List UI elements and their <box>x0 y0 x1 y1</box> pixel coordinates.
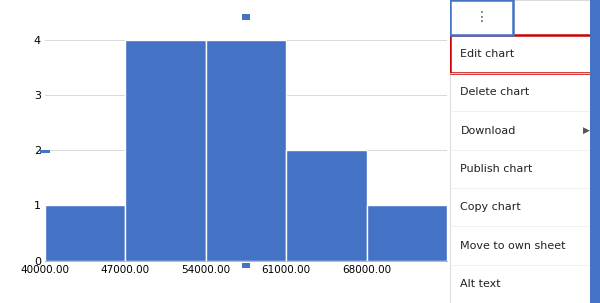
Text: ⋮: ⋮ <box>475 10 488 25</box>
Text: Edit chart: Edit chart <box>461 49 515 59</box>
Text: Publish chart: Publish chart <box>461 164 533 174</box>
Bar <box>125 40 206 261</box>
Text: ▶: ▶ <box>583 126 589 135</box>
Text: Download: Download <box>461 126 516 136</box>
Text: Move to own sheet: Move to own sheet <box>461 241 566 251</box>
FancyBboxPatch shape <box>450 0 513 35</box>
Bar <box>40 150 50 153</box>
Bar <box>45 205 125 261</box>
Bar <box>206 40 286 261</box>
Text: Copy chart: Copy chart <box>461 202 521 212</box>
Bar <box>286 150 367 261</box>
Bar <box>242 14 250 20</box>
FancyBboxPatch shape <box>450 35 600 73</box>
Bar <box>242 263 250 268</box>
Bar <box>367 205 447 261</box>
Text: Alt text: Alt text <box>461 279 501 289</box>
Bar <box>589 0 600 303</box>
Text: Delete chart: Delete chart <box>461 87 530 97</box>
